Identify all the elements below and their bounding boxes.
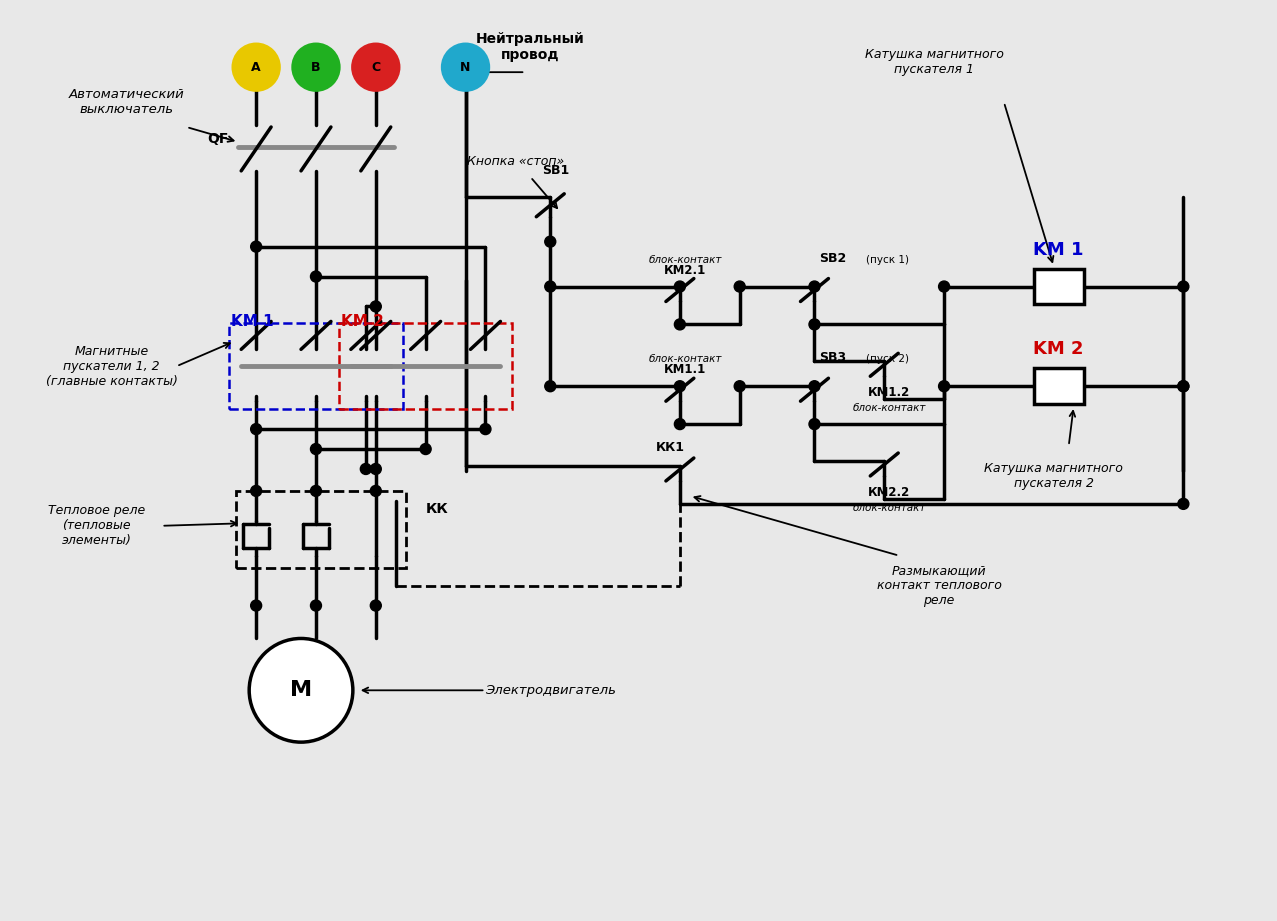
Text: (пуск 1): (пуск 1) xyxy=(866,254,909,264)
Text: КМ2.2: КМ2.2 xyxy=(868,486,911,499)
Text: KM 1: KM 1 xyxy=(1033,240,1084,259)
Circle shape xyxy=(310,485,322,496)
Circle shape xyxy=(810,419,820,429)
Circle shape xyxy=(420,444,432,455)
Text: B: B xyxy=(312,61,321,74)
Circle shape xyxy=(810,319,820,330)
Circle shape xyxy=(1177,380,1189,391)
Text: Катушка магнитного
пускателя 2: Катушка магнитного пускателя 2 xyxy=(985,462,1124,490)
Text: блок-контакт: блок-контакт xyxy=(853,503,926,513)
Circle shape xyxy=(810,281,820,292)
Circle shape xyxy=(310,271,322,282)
Text: N: N xyxy=(460,61,471,74)
Text: A: A xyxy=(252,61,261,74)
Text: KM 2: KM 2 xyxy=(1033,340,1084,358)
Circle shape xyxy=(1177,380,1189,391)
Circle shape xyxy=(810,380,820,391)
Circle shape xyxy=(310,444,322,455)
Text: М: М xyxy=(290,681,312,700)
Text: КМ2.1: КМ2.1 xyxy=(664,263,706,276)
Bar xyxy=(1034,269,1084,305)
Circle shape xyxy=(234,44,280,90)
Text: Кнопка «стоп»: Кнопка «стоп» xyxy=(467,156,564,169)
Circle shape xyxy=(674,281,686,292)
Text: Катушка магнитного
пускателя 1: Катушка магнитного пускателя 1 xyxy=(865,48,1004,76)
Text: Магнитные
пускатели 1, 2
(главные контакты): Магнитные пускатели 1, 2 (главные контак… xyxy=(46,344,178,388)
Circle shape xyxy=(370,600,382,611)
Text: блок-контакт: блок-контакт xyxy=(649,254,722,264)
Text: SB1: SB1 xyxy=(541,164,568,177)
Circle shape xyxy=(1177,498,1189,509)
Text: SB2: SB2 xyxy=(820,251,847,264)
Text: КМ1.1: КМ1.1 xyxy=(664,363,706,377)
Text: KM 2: KM 2 xyxy=(341,314,384,330)
Text: (пуск 2): (пуск 2) xyxy=(866,355,909,365)
Circle shape xyxy=(250,485,262,496)
Text: КМ1.2: КМ1.2 xyxy=(868,386,911,399)
Circle shape xyxy=(370,463,382,474)
Text: КК: КК xyxy=(425,502,448,516)
Circle shape xyxy=(545,236,555,247)
Circle shape xyxy=(674,419,686,429)
Text: QF: QF xyxy=(207,132,229,146)
Circle shape xyxy=(370,301,382,312)
Circle shape xyxy=(370,485,382,496)
Circle shape xyxy=(939,281,950,292)
Circle shape xyxy=(443,44,489,90)
Text: Электродвигатель: Электродвигатель xyxy=(485,683,617,697)
Circle shape xyxy=(249,638,352,742)
Text: блок-контакт: блок-контакт xyxy=(853,403,926,414)
Bar xyxy=(338,323,512,409)
Circle shape xyxy=(734,380,746,391)
Text: Размыкающий
контакт теплового
реле: Размыкающий контакт теплового реле xyxy=(876,565,1001,607)
Text: SB3: SB3 xyxy=(820,351,847,365)
Circle shape xyxy=(545,380,555,391)
Circle shape xyxy=(480,424,490,435)
Circle shape xyxy=(310,600,322,611)
Circle shape xyxy=(250,600,262,611)
Text: Тепловое реле
(тепловые
элементы): Тепловое реле (тепловые элементы) xyxy=(49,505,146,547)
Circle shape xyxy=(360,463,372,474)
Circle shape xyxy=(674,319,686,330)
Circle shape xyxy=(292,44,338,90)
Circle shape xyxy=(545,281,555,292)
Text: блок-контакт: блок-контакт xyxy=(649,355,722,365)
Bar xyxy=(236,491,406,567)
Circle shape xyxy=(250,241,262,252)
Circle shape xyxy=(250,424,262,435)
Circle shape xyxy=(734,281,746,292)
Circle shape xyxy=(674,380,686,391)
Bar xyxy=(230,323,402,409)
Circle shape xyxy=(939,380,950,391)
Bar xyxy=(1034,368,1084,404)
Text: KM 1: KM 1 xyxy=(231,314,273,330)
Text: Нейтральный
провод: Нейтральный провод xyxy=(476,32,585,63)
Circle shape xyxy=(1177,281,1189,292)
Text: C: C xyxy=(372,61,381,74)
Text: КК1: КК1 xyxy=(655,441,684,454)
Text: Автоматический
выключатель: Автоматический выключатель xyxy=(69,88,184,116)
Circle shape xyxy=(352,44,398,90)
